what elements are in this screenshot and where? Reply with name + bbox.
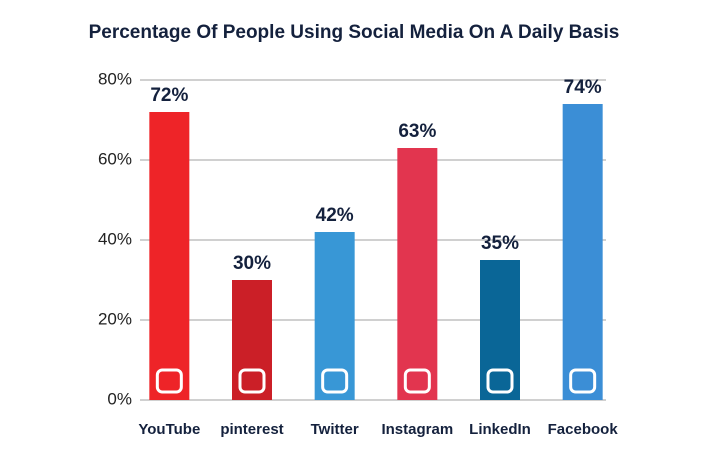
- brand-icon: [155, 368, 183, 394]
- chart-title: Percentage Of People Using Social Media …: [89, 22, 620, 43]
- x-tick-label: LinkedIn: [469, 421, 531, 438]
- value-label: 35%: [481, 233, 519, 254]
- x-tick-label: Twitter: [311, 421, 359, 438]
- x-tick-label: pinterest: [220, 421, 283, 438]
- y-tick-label: 80%: [98, 69, 132, 88]
- brand-icon: [238, 368, 266, 394]
- y-tick-label: 40%: [98, 229, 132, 248]
- bar: [149, 112, 190, 400]
- value-label: 42%: [316, 205, 354, 226]
- brand-icon: [569, 368, 597, 394]
- y-tick-label: 20%: [98, 309, 132, 328]
- brand-icon: [403, 368, 431, 394]
- value-label: 30%: [233, 253, 271, 274]
- bar: [232, 280, 272, 400]
- x-tick-label: Instagram: [381, 421, 453, 438]
- bar: [562, 104, 603, 400]
- value-label: 74%: [564, 77, 602, 98]
- x-tick-label: Facebook: [548, 421, 619, 438]
- bar: [314, 232, 355, 400]
- bar: [397, 148, 438, 400]
- brand-icon: [486, 368, 514, 394]
- y-tick-label: 60%: [98, 149, 132, 168]
- value-label: 72%: [150, 85, 188, 106]
- brand-icon: [321, 368, 349, 394]
- bar: [480, 260, 520, 400]
- value-label: 63%: [398, 121, 436, 142]
- y-tick-label: 0%: [107, 389, 132, 408]
- x-tick-label: YouTube: [138, 421, 200, 438]
